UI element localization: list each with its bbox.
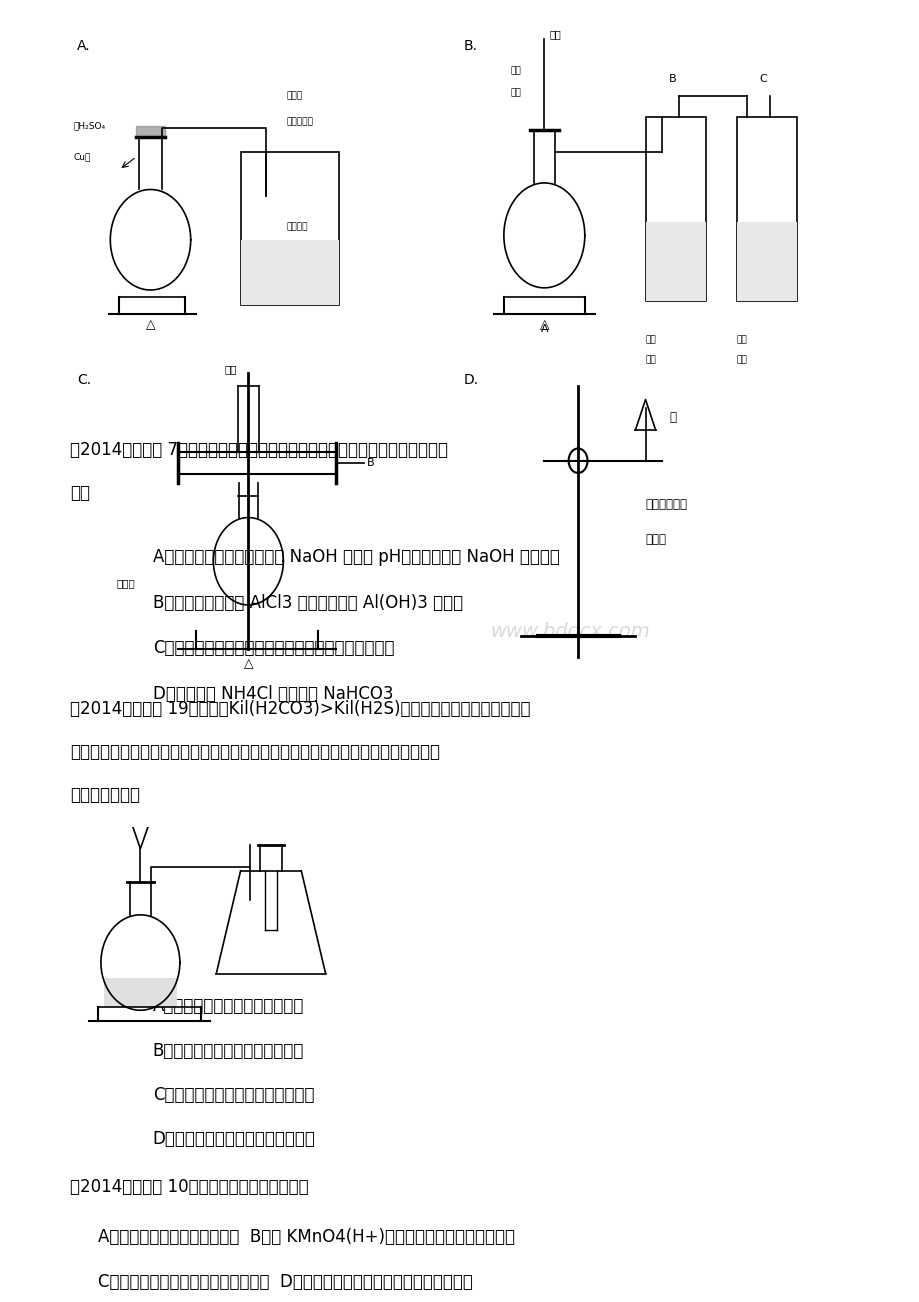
- Text: 棉花: 棉花: [549, 30, 561, 39]
- Text: 水: 水: [668, 410, 675, 423]
- Text: △: △: [539, 319, 549, 332]
- Bar: [645, 117, 706, 301]
- Text: B: B: [668, 74, 675, 85]
- Text: 蘸有浓: 蘸有浓: [287, 91, 302, 100]
- Bar: [241, 152, 339, 306]
- Text: C.: C.: [77, 374, 91, 387]
- Text: 、苯酚、碳酸钙、醋酸钠溶液、硫化钠溶液，用下图所示装置进行下列实验，无法达: 、苯酚、碳酸钙、醋酸钠溶液、硫化钠溶液，用下图所示装置进行下列实验，无法达: [70, 743, 439, 762]
- Text: C: C: [759, 74, 766, 85]
- Text: 【2014一模杨浦 10】下列鉴别方法不可行的是: 【2014一模杨浦 10】下列鉴别方法不可行的是: [70, 1178, 308, 1197]
- Text: A．室温下测定等浓度氨水和 NaOH 溶液的 pH，比较氨水和 NaOH 碱性强弱: A．室温下测定等浓度氨水和 NaOH 溶液的 pH，比较氨水和 NaOH 碱性强…: [153, 548, 559, 566]
- Text: A．比较醋酸、苯酚、碳酸的酸性: A．比较醋酸、苯酚、碳酸的酸性: [153, 997, 304, 1016]
- Text: A．用水鉴别乙醇、甲苯和溴苯  B．用 KMnO4(H+)溶液鉴别苯、环己烯和环己烷: A．用水鉴别乙醇、甲苯和溴苯 B．用 KMnO4(H+)溶液鉴别苯、环己烯和环己…: [97, 1228, 514, 1246]
- Text: 湿棉花: 湿棉花: [117, 578, 135, 589]
- Text: B.: B.: [463, 39, 477, 52]
- Text: B．比较盐酸、醋酸、碳酸的酸性: B．比较盐酸、醋酸、碳酸的酸性: [153, 1042, 304, 1060]
- Bar: [645, 223, 706, 301]
- Text: D．比较盐酸、碳酸、氢硫酸的酸性: D．比较盐酸、碳酸、氢硫酸的酸性: [153, 1130, 315, 1148]
- Text: C．将蘸有浓氨水和浓硫酸的玻璃棒靠近，观察到白烟: C．将蘸有浓氨水和浓硫酸的玻璃棒靠近，观察到白烟: [153, 639, 394, 658]
- Text: B．将氨水缓慢滴入 AlCl3 溶液中，研究 Al(OH)3 的两性: B．将氨水缓慢滴入 AlCl3 溶液中，研究 Al(OH)3 的两性: [153, 594, 462, 612]
- Text: 碱酸: 碱酸: [510, 66, 521, 76]
- Text: 浓H₂SO₄: 浓H₂SO₄: [74, 121, 106, 130]
- Text: 硫酸的棉花: 硫酸的棉花: [287, 117, 313, 126]
- Text: 包裹过氧化钠: 包裹过氧化钠: [645, 497, 686, 510]
- Text: 化钠: 化钠: [736, 355, 746, 365]
- Text: 氧氧: 氧氧: [736, 336, 746, 345]
- Text: B: B: [367, 458, 374, 467]
- Text: 灰水: 灰水: [645, 355, 655, 365]
- Text: C．比较醋酸、氢硫酸、碳酸的酸性: C．比较醋酸、氢硫酸、碳酸的酸性: [153, 1086, 314, 1104]
- Text: 【2014一模松江 7】某同学探究氨和铵盐的性质，相关实验操作及现象描述正确: 【2014一模松江 7】某同学探究氨和铵盐的性质，相关实验操作及现象描述正确: [70, 441, 448, 460]
- Text: 到实验目的的是: 到实验目的的是: [70, 786, 140, 805]
- Text: 碱石: 碱石: [645, 336, 655, 345]
- Text: 石灰溶液: 石灰溶液: [287, 223, 308, 232]
- Text: www.bdocx.com: www.bdocx.com: [490, 622, 650, 641]
- Text: 的棉花: 的棉花: [645, 533, 665, 546]
- Bar: [241, 240, 339, 306]
- Text: A.: A.: [77, 39, 91, 52]
- Text: A: A: [540, 323, 548, 333]
- Text: D．加热除去 NH4Cl 中的少量 NaHCO3: D．加热除去 NH4Cl 中的少量 NaHCO3: [153, 685, 392, 703]
- Text: △: △: [244, 658, 253, 671]
- Bar: [736, 223, 797, 301]
- Text: Cu片: Cu片: [74, 152, 91, 161]
- Text: 的是: 的是: [70, 484, 90, 503]
- Text: △: △: [145, 319, 155, 332]
- Text: 【2014一模徐汇 19】已知：Kil(H2CO3)>Kil(H2S)。现有以下试剂：盐酸、醋酸: 【2014一模徐汇 19】已知：Kil(H2CO3)>Kil(H2S)。现有以下…: [70, 700, 530, 719]
- Text: 氯钙: 氯钙: [510, 89, 521, 98]
- Bar: [736, 117, 797, 301]
- Bar: [104, 978, 176, 1006]
- Text: 铁粉: 铁粉: [224, 365, 237, 374]
- Text: D.: D.: [463, 374, 478, 387]
- Text: C．用燃烧法鉴别乙醇、苯和四氯化碳  D．用碳酸钠溶液鉴别乙醇、乙酸和乙酸乙: C．用燃烧法鉴别乙醇、苯和四氯化碳 D．用碳酸钠溶液鉴别乙醇、乙酸和乙酸乙: [97, 1273, 471, 1292]
